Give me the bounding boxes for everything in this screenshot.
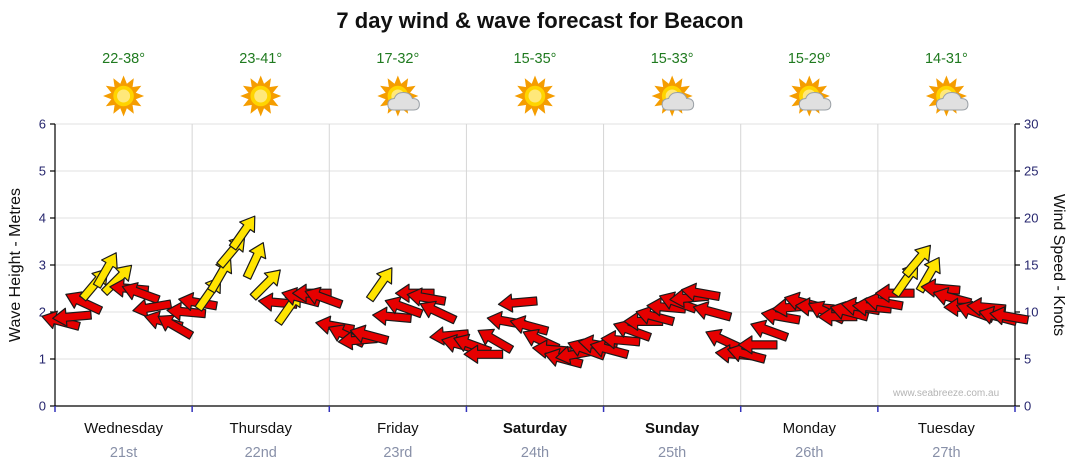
wind-arrow <box>121 282 161 305</box>
date-label: 26th <box>795 445 823 461</box>
right-tick-label: 30 <box>1024 117 1038 132</box>
temp-range-label: 22-38° <box>102 51 145 67</box>
right-tick-label: 25 <box>1024 164 1038 179</box>
weather-icon-partly-cloudy <box>377 75 420 117</box>
wind-arrow <box>65 291 104 315</box>
wind-arrow <box>989 306 1030 326</box>
left-axis-label: Wave Height - Metres <box>7 187 24 343</box>
right-tick-label: 5 <box>1024 352 1031 367</box>
cloud-icon <box>661 91 695 111</box>
weather-icon-partly-cloudy <box>788 75 832 117</box>
day-headers: 22-38° 23-41° 17-32° 15-35° 15-33° 15-29° 14-3… <box>102 51 969 117</box>
wind-arrow <box>249 269 281 301</box>
temp-range-label: 14-31° <box>925 51 968 67</box>
day-label: Monday <box>783 420 837 437</box>
wind-arrow <box>304 286 344 309</box>
wind-arrow <box>365 267 393 303</box>
left-axis-ticks: 6 5 4 3 2 1 0 <box>39 117 55 414</box>
day-label: Thursday <box>229 420 292 437</box>
weather-icon-sunny <box>103 75 145 117</box>
wind-arrow <box>349 324 390 345</box>
wind-arrow <box>372 306 412 326</box>
wind-arrow <box>727 343 767 364</box>
wind-arrow <box>760 306 801 326</box>
watermark: www.seabreeze.com.au <box>893 388 1000 399</box>
wind-arrow <box>497 293 538 313</box>
wind-arrow <box>902 244 932 279</box>
gridlines <box>55 123 1015 406</box>
day-label: Friday <box>377 420 419 437</box>
wind-arrow <box>463 344 504 364</box>
wind-arrow <box>419 300 458 325</box>
weather-icon-sunny <box>240 75 282 117</box>
temp-range-label: 17-32° <box>376 51 419 67</box>
left-tick-label: 2 <box>39 305 46 320</box>
date-label: 25th <box>658 445 686 461</box>
left-tick-label: 6 <box>39 117 46 132</box>
wind-arrow <box>52 307 92 327</box>
wind-arrow <box>207 256 233 294</box>
date-label: 24th <box>521 445 549 461</box>
left-tick-label: 1 <box>39 352 46 367</box>
cloud-icon <box>935 91 969 111</box>
wind-arrow <box>600 330 641 350</box>
wind-arrow <box>750 319 790 342</box>
day-label: Tuesday <box>918 420 975 437</box>
sun-icon <box>103 75 145 117</box>
weather-icon-sunny <box>514 75 556 117</box>
wind-arrow <box>100 264 133 296</box>
temp-range-label: 15-35° <box>514 51 557 67</box>
wind-arrow <box>242 242 267 280</box>
wind-arrow <box>132 298 173 318</box>
right-axis-label: Wind Speed - Knots <box>1050 193 1067 337</box>
wind-arrow <box>589 338 630 359</box>
page-title: 7 day wind & wave forecast for Beacon <box>336 8 744 33</box>
wind-arrow <box>932 287 973 308</box>
temp-range-label: 23-41° <box>239 51 282 67</box>
left-tick-label: 4 <box>39 211 46 226</box>
left-tick-label: 3 <box>39 258 46 273</box>
right-tick-label: 0 <box>1024 399 1031 414</box>
wind-arrow <box>635 305 675 327</box>
temp-range-label: 15-29° <box>788 51 831 67</box>
date-label: 23rd <box>383 445 412 461</box>
weather-icon-partly-cloudy <box>925 75 969 117</box>
wind-arrow <box>315 315 356 335</box>
day-label: Sunday <box>645 420 700 437</box>
bottom-axis-ticks <box>54 406 1016 412</box>
day-label: Saturday <box>503 420 568 437</box>
left-tick-label: 0 <box>39 399 46 414</box>
wind-arrow <box>737 335 778 355</box>
wind-arrow <box>92 252 118 289</box>
right-tick-label: 15 <box>1024 258 1038 273</box>
date-label: 27th <box>932 445 960 461</box>
wind-arrow <box>157 314 195 340</box>
temp-range-label: 15-33° <box>651 51 694 67</box>
sun-icon <box>514 75 556 117</box>
weather-icon-partly-cloudy <box>651 75 695 117</box>
wind-arrows <box>41 215 1030 369</box>
day-label: Wednesday <box>84 420 163 437</box>
wind-arrow <box>863 292 904 312</box>
wind-arrow <box>705 328 744 353</box>
cloud-icon <box>387 91 420 111</box>
sun-icon <box>240 75 282 117</box>
wind-arrow <box>477 328 515 354</box>
right-tick-label: 20 <box>1024 211 1038 226</box>
left-tick-label: 5 <box>39 164 46 179</box>
date-label: 22nd <box>245 445 277 461</box>
date-label: 21st <box>110 445 137 461</box>
wind-arrow <box>384 296 424 319</box>
cloud-icon <box>798 91 832 111</box>
wind-arrow <box>228 215 256 251</box>
wind-arrow <box>692 301 733 322</box>
wind-arrow <box>613 319 652 342</box>
day-axis-labels: Wednesday 21st Thursday 22nd Friday 23rd Satur… <box>84 420 975 461</box>
wind-arrow <box>680 282 721 302</box>
